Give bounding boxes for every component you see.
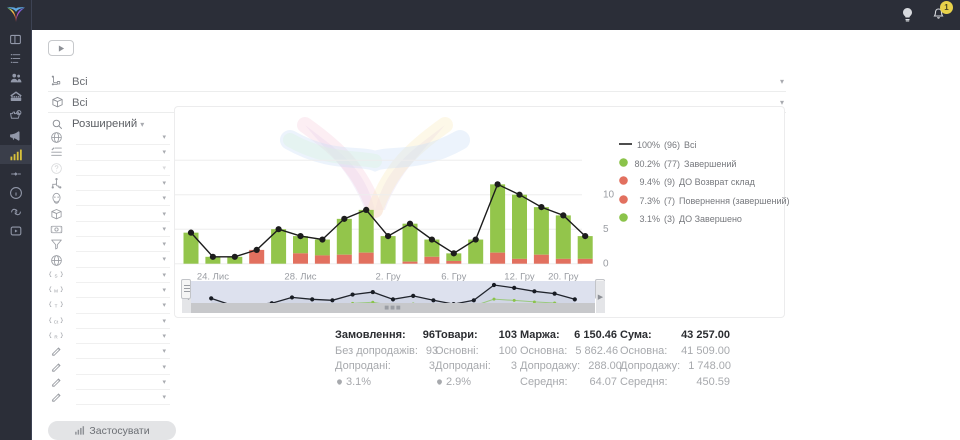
svg-text:0: 0 <box>603 259 609 270</box>
svg-text:10: 10 <box>603 190 615 201</box>
svg-text:5: 5 <box>603 224 609 235</box>
svg-text:T: T <box>55 304 58 309</box>
svg-text:S: S <box>54 273 57 278</box>
svg-text:Ct: Ct <box>54 319 59 324</box>
svg-text:M: M <box>54 288 58 293</box>
